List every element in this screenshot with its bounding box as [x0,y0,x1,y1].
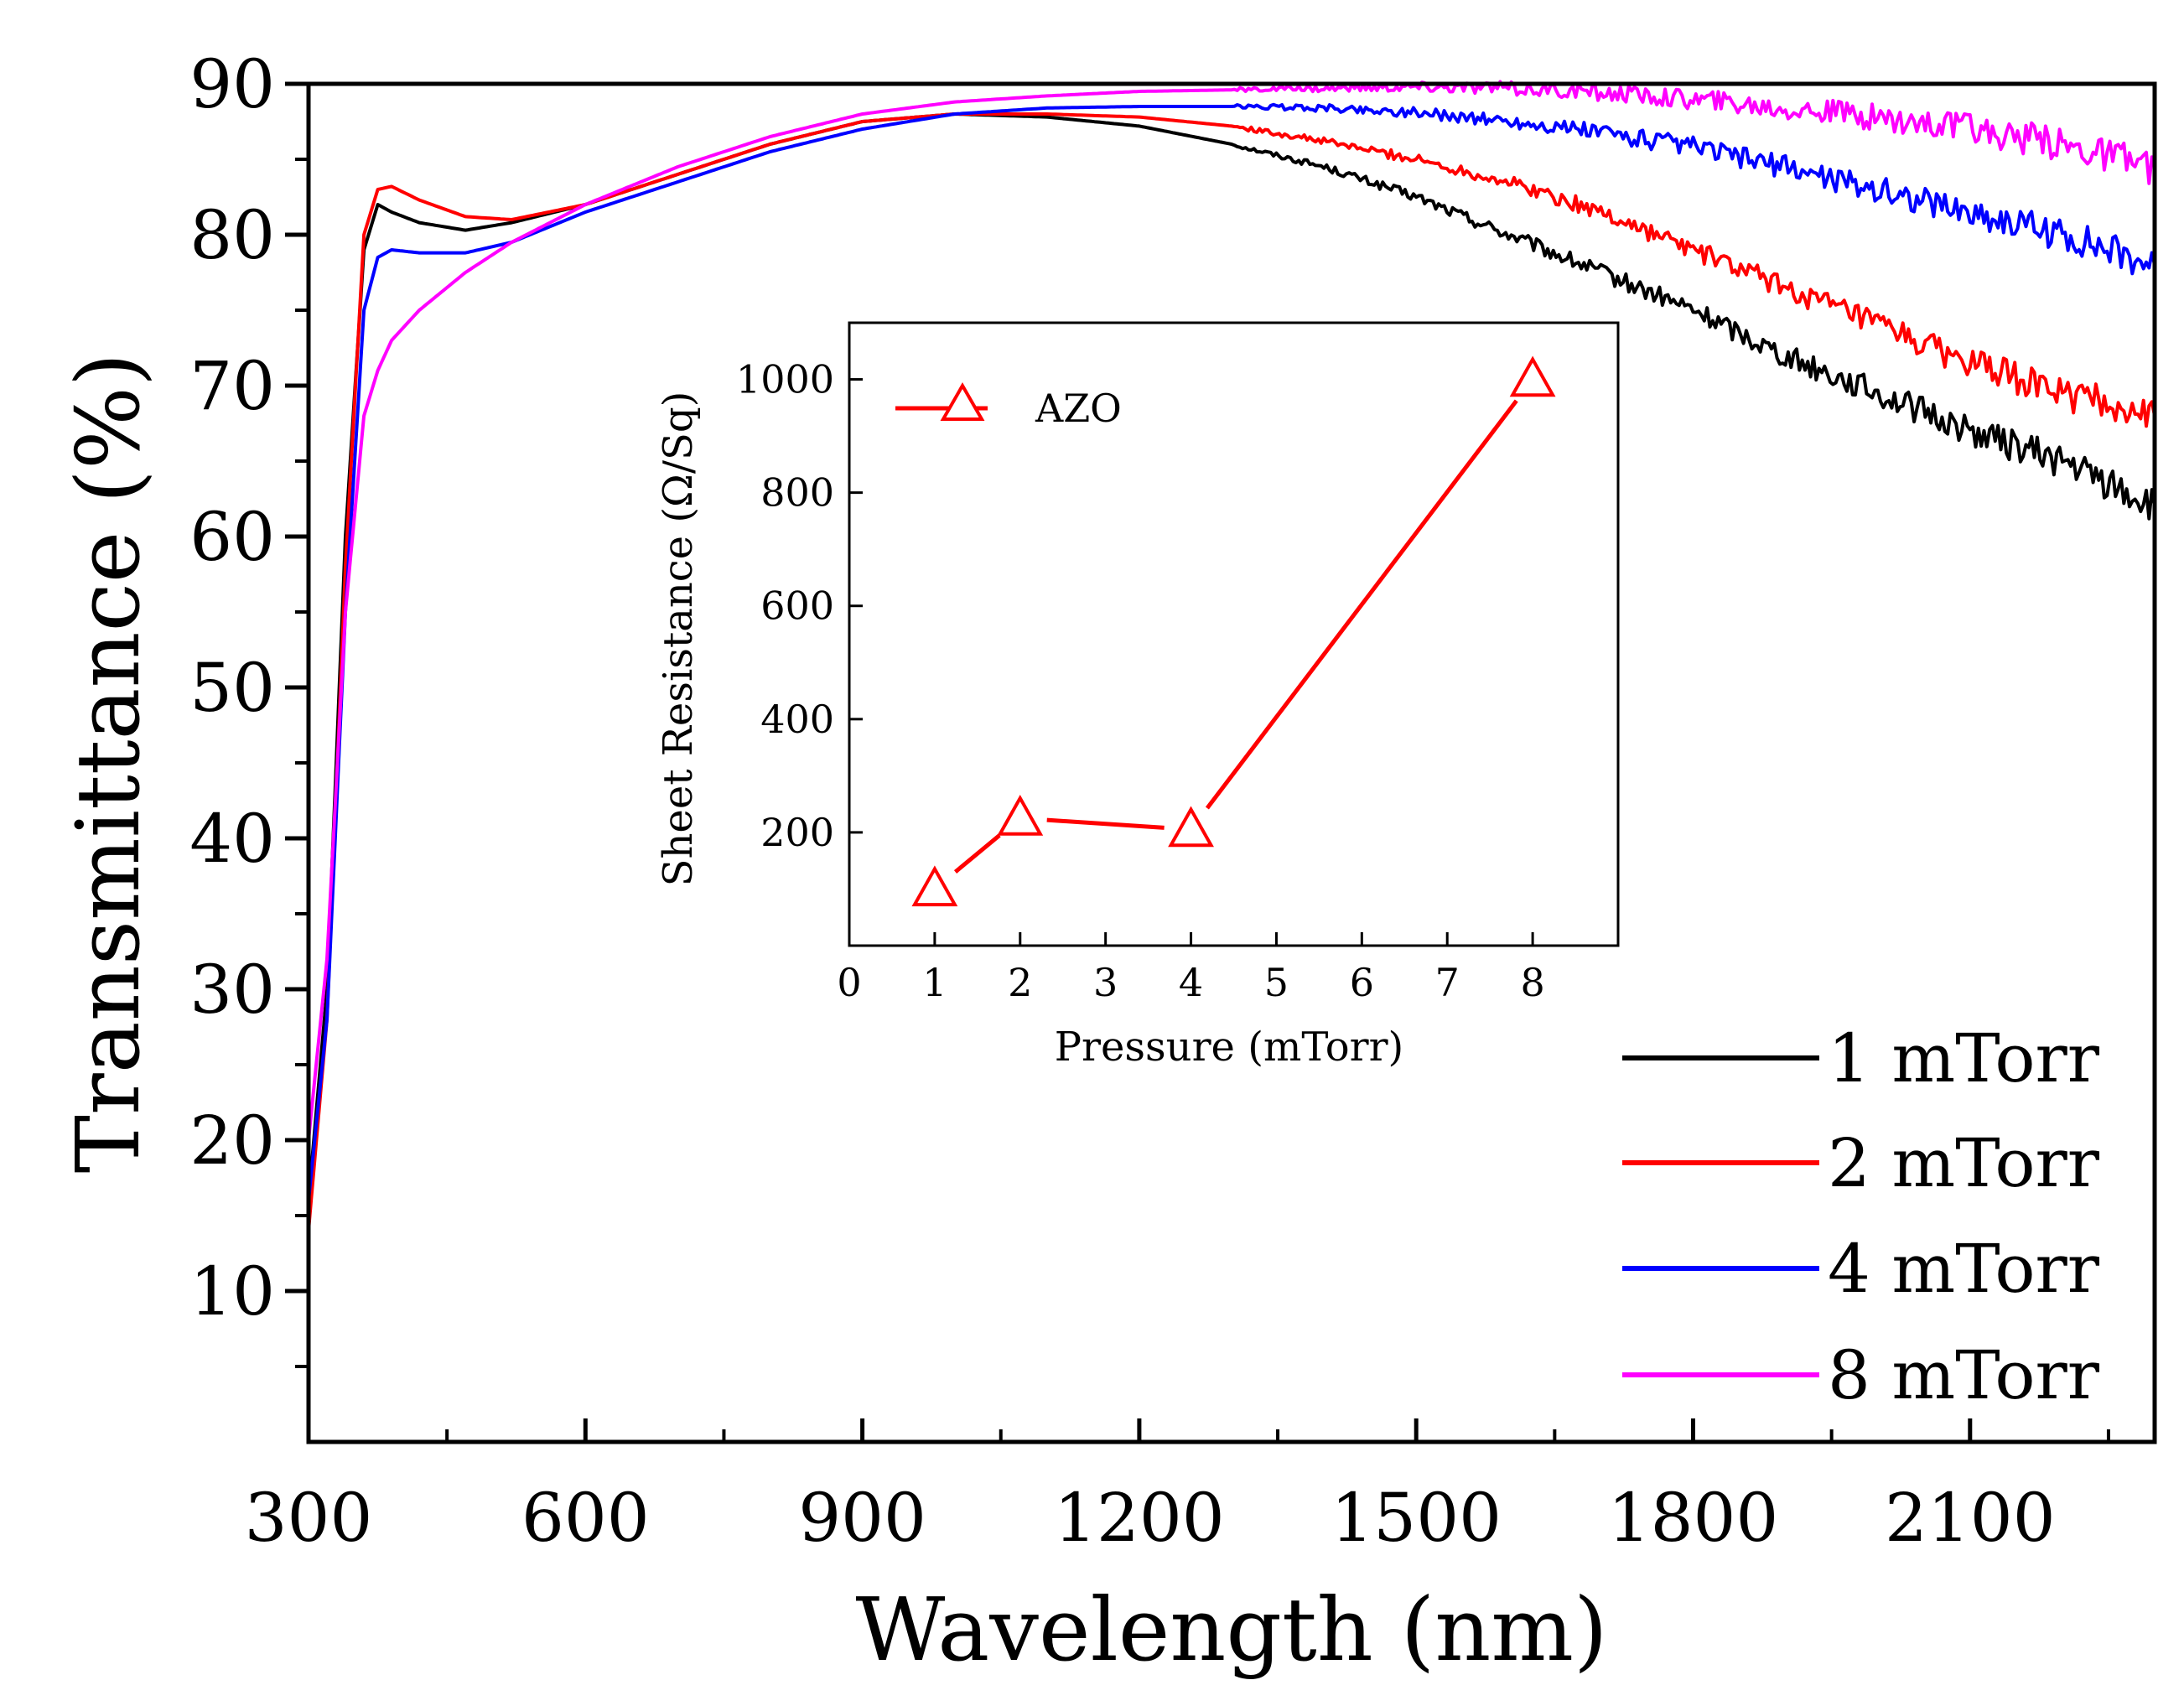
legend-label-3: 4 mTorr [1828,1230,2100,1308]
inset-data-point [997,794,1044,836]
legend-label-2: 2 mTorr [1828,1124,2100,1202]
series-line-2-mtorr [307,112,2156,1232]
main-y-tick-label: 40 [189,800,275,878]
inset-x-tick-label: 4 [1179,960,1203,1005]
inset-y-tick-label: 400 [760,697,834,742]
main-y-tick-label: 10 [189,1252,275,1330]
main-series-group [307,80,2156,1232]
inset-series-group [911,355,1556,907]
main-y-tick-label: 70 [189,347,275,425]
inset-y-tick-label: 800 [760,470,834,516]
main-x-tick-label: 1500 [1331,1479,1502,1557]
inset-series-segment [1205,399,1518,810]
inset-x-tick-label: 1 [922,960,947,1005]
main-y-tick-label: 20 [189,1102,275,1180]
main-legend: 1 mTorr 2 mTorr 4 mTorr 8 mTorr [1622,1019,2100,1414]
main-x-tick-label: 600 [521,1479,650,1557]
inset-legend-marker [940,381,985,421]
main-axes: 300 600 900 1200 1500 1800 2100102030405060708… [189,45,2110,1557]
series-line-8-mtorr [307,80,2156,1141]
series-line-4-mtorr [307,102,2156,1201]
inset-data-point [1509,355,1556,397]
legend-label-4: 8 mTorr [1828,1336,2100,1414]
inset-x-tick-label: 8 [1520,960,1544,1005]
legend-label-1: 1 mTorr [1828,1019,2100,1097]
inset-data-point [911,865,958,907]
main-y-tick-label: 50 [189,649,275,727]
inset-y-tick-label: 1000 [736,357,834,402]
inset-y-axis-title: Sheet Resistance (Ω/Sq) [655,391,702,887]
inset-legend-label: AZO [1035,386,1122,431]
inset-x-tick-label: 3 [1093,960,1118,1005]
inset-x-tick-label: 5 [1264,960,1289,1005]
main-x-tick-label: 2100 [1885,1479,2056,1557]
inset-y-tick-label: 600 [760,583,834,629]
main-y-tick-label: 90 [189,45,275,123]
inset-x-tick-label: 6 [1350,960,1374,1005]
inset-x-tick-label: 2 [1008,960,1032,1005]
main-x-axis-title: Wavelength (nm) [855,1579,1607,1681]
inset-y-tick-label: 200 [760,810,834,855]
inset-axes: 0 1 2 3 4 5 6 7 8 200 400 600 800 1000 [736,357,1545,1005]
inset-data-point [1168,806,1214,848]
inset-x-tick-label: 0 [837,960,861,1005]
main-y-tick-label: 80 [189,196,275,274]
inset-chart: 0 1 2 3 4 5 6 7 8 200 400 600 800 1000 Pressure (mTor… [655,321,1620,1071]
main-y-tick-label: 60 [189,498,275,576]
inset-series-segment [1046,817,1165,830]
inset-plot-frame [848,321,1620,947]
main-y-axis-title: Transmittance (%) [57,353,159,1174]
inset-legend: AZO [895,381,1122,431]
main-x-tick-label: 1200 [1054,1479,1225,1557]
inset-x-axis-title: Pressure (mTorr) [1055,1024,1403,1071]
main-x-tick-label: 900 [798,1479,926,1557]
main-y-tick-label: 30 [189,951,275,1029]
main-x-tick-label: 300 [245,1479,373,1557]
main-x-tick-label: 1800 [1608,1479,1779,1557]
inset-x-tick-label: 7 [1435,960,1460,1005]
inset-series-segment [953,833,1001,874]
